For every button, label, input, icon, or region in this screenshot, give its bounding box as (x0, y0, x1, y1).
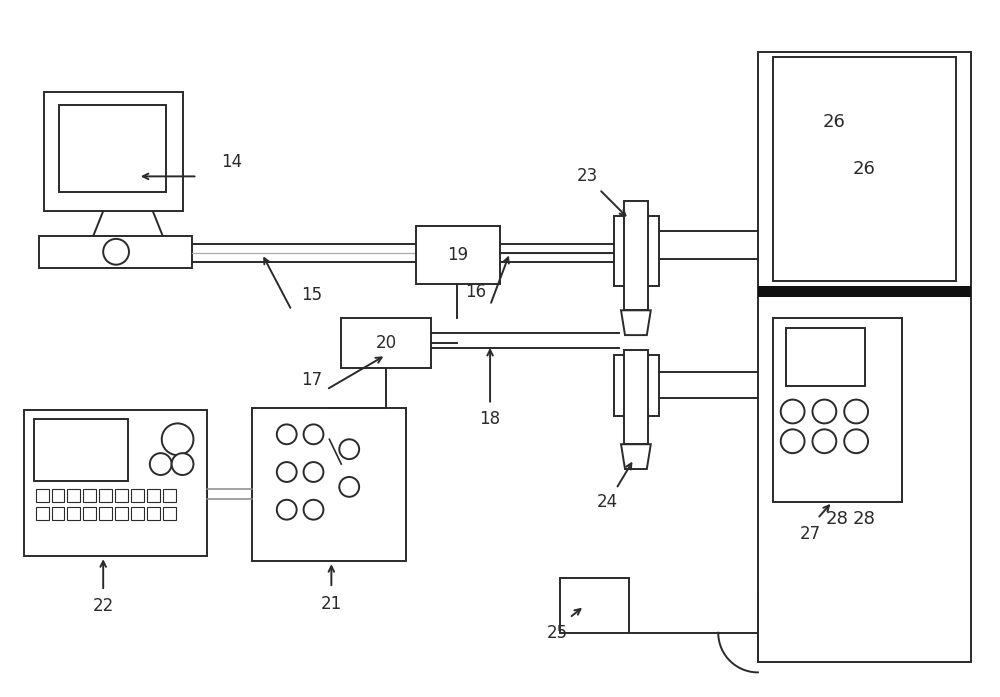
Bar (44, 92, 183, 211)
Bar (99, 489, 112, 502)
Circle shape (812, 429, 836, 453)
Bar (773, 319, 902, 502)
Text: 26: 26 (823, 113, 846, 131)
Bar (416, 226, 500, 284)
Circle shape (277, 500, 297, 520)
Text: 16: 16 (465, 284, 486, 301)
Bar (341, 319, 431, 368)
Circle shape (339, 477, 359, 497)
Bar (624, 201, 648, 310)
Bar (115, 489, 128, 502)
Text: 15: 15 (301, 286, 322, 305)
Circle shape (277, 462, 297, 482)
Bar (758, 286, 971, 298)
Bar (131, 507, 144, 520)
Bar (52, 507, 64, 520)
Circle shape (781, 429, 805, 453)
Circle shape (844, 399, 868, 423)
Text: 21: 21 (321, 595, 342, 613)
Text: 20: 20 (375, 334, 396, 352)
Circle shape (812, 399, 836, 423)
Text: 27: 27 (800, 525, 821, 542)
Text: 24: 24 (597, 493, 618, 511)
Bar (115, 507, 128, 520)
Bar (624, 350, 648, 444)
Circle shape (304, 424, 323, 444)
Circle shape (150, 453, 172, 475)
Bar (36, 507, 49, 520)
Bar (252, 408, 406, 561)
Text: 17: 17 (301, 371, 322, 389)
Bar (67, 507, 80, 520)
Circle shape (844, 429, 868, 453)
Circle shape (172, 453, 193, 475)
Circle shape (339, 439, 359, 459)
Bar (147, 489, 160, 502)
Text: 23: 23 (577, 167, 598, 185)
Bar (131, 489, 144, 502)
Polygon shape (621, 444, 651, 469)
Bar (36, 489, 49, 502)
Bar (758, 52, 971, 662)
Bar (83, 489, 96, 502)
Bar (560, 578, 629, 633)
Text: 19: 19 (447, 246, 468, 263)
Circle shape (304, 500, 323, 520)
Bar (99, 507, 112, 520)
Circle shape (781, 399, 805, 423)
Bar (52, 489, 64, 502)
Circle shape (277, 424, 297, 444)
Bar (614, 355, 659, 416)
Circle shape (162, 423, 193, 455)
Text: 26: 26 (853, 160, 876, 178)
Bar (163, 507, 176, 520)
Bar (773, 57, 956, 281)
Bar (39, 236, 192, 268)
Bar (24, 410, 207, 556)
Bar (163, 489, 176, 502)
Text: 18: 18 (480, 411, 501, 429)
Bar (147, 507, 160, 520)
Text: 14: 14 (222, 153, 243, 171)
Circle shape (304, 462, 323, 482)
Text: 28: 28 (826, 510, 849, 528)
Text: 28: 28 (853, 510, 876, 528)
Circle shape (103, 239, 129, 265)
Polygon shape (621, 310, 651, 335)
Bar (614, 216, 659, 286)
Bar (67, 489, 80, 502)
Bar (786, 328, 865, 385)
Bar (34, 420, 128, 481)
Bar (83, 507, 96, 520)
Text: 25: 25 (547, 624, 568, 642)
Bar (59, 105, 166, 192)
Text: 22: 22 (93, 597, 114, 615)
